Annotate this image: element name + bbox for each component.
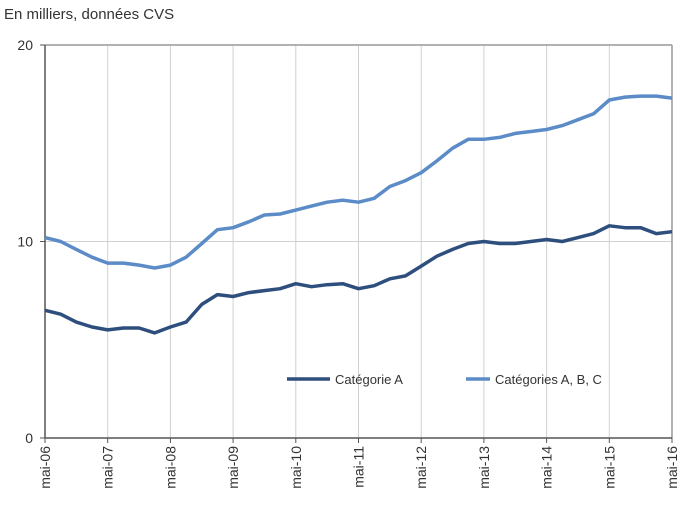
x-tick-label: mai-16 xyxy=(664,446,680,489)
y-tick-label: 20 xyxy=(17,37,33,53)
series-line-categories-abc xyxy=(44,94,673,270)
y-tick-label: 10 xyxy=(17,234,33,250)
x-tick-label: mai-13 xyxy=(476,446,492,489)
series-line-categorie-a xyxy=(44,224,673,335)
legend-label: Catégorie A xyxy=(335,372,403,387)
legend-label: Catégories A, B, C xyxy=(495,372,602,387)
x-tick-label: mai-07 xyxy=(100,446,116,489)
x-tick-label: mai-14 xyxy=(539,446,555,489)
x-tick-label: mai-11 xyxy=(351,446,367,488)
x-tick-label: mai-12 xyxy=(413,446,429,489)
x-tick-label: mai-08 xyxy=(162,446,178,489)
chart-title: En milliers, données CVS xyxy=(4,6,175,23)
x-tick-label: mai-06 xyxy=(37,446,53,489)
x-tick-label: mai-15 xyxy=(601,446,617,489)
x-tick-label: mai-09 xyxy=(225,446,241,489)
x-tick-label: mai-10 xyxy=(288,446,304,489)
y-tick-label: 0 xyxy=(25,430,33,446)
